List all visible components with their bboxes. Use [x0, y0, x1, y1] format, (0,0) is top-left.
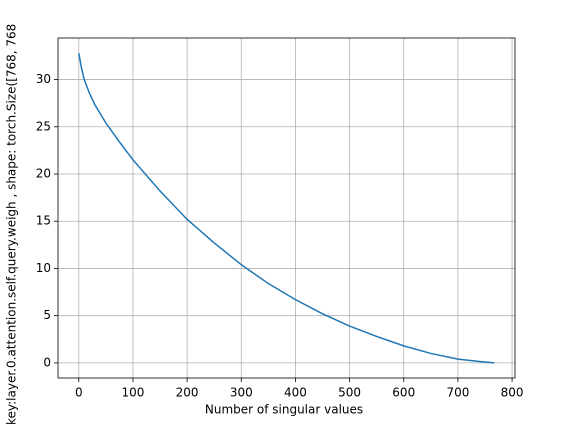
x-axis-label: Number of singular values [205, 403, 363, 417]
plot-frame [57, 37, 516, 379]
x-tick-label: 400 [284, 386, 307, 400]
x-tick-label: 700 [446, 386, 469, 400]
y-tick-label: 15 [36, 214, 51, 228]
y-tick-label: 10 [36, 261, 51, 275]
x-tick-label: 0 [75, 386, 83, 400]
y-axis-label: key:layer.0.attention.self.query.weigh ,… [5, 24, 19, 425]
line-series [78, 52, 495, 364]
x-tick-label: 600 [392, 386, 415, 400]
x-tick-label: 800 [501, 386, 524, 400]
y-tick-label: 0 [43, 355, 51, 369]
x-tick-label: 500 [338, 386, 361, 400]
x-tick-label: 100 [122, 386, 145, 400]
x-tick-label: 300 [230, 386, 253, 400]
y-tick-label: 25 [36, 119, 51, 133]
y-tick-label: 5 [43, 308, 51, 322]
y-tick-label: 30 [36, 72, 51, 86]
y-tick-label: 20 [36, 167, 51, 181]
x-tick-label: 200 [176, 386, 199, 400]
